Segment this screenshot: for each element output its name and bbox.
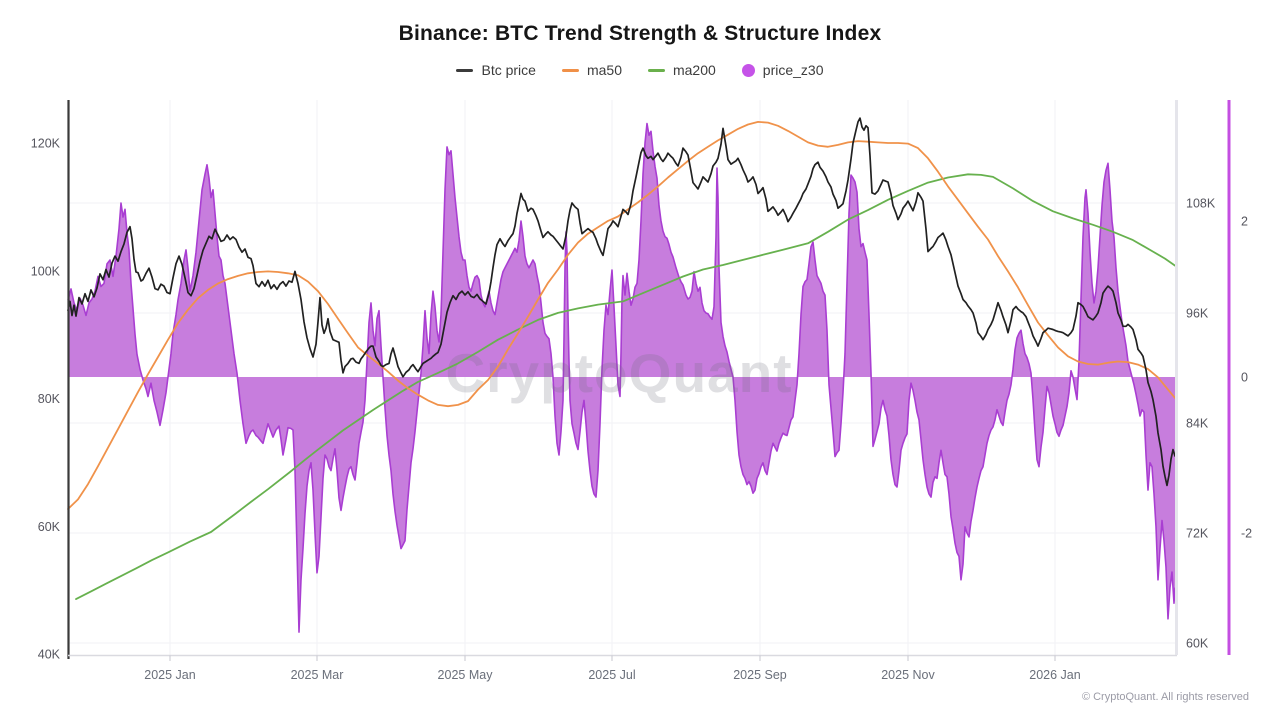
btc-price-line xyxy=(67,117,1176,487)
ma50-line xyxy=(67,121,1176,510)
btc-price-dash-icon xyxy=(456,68,474,72)
chart-title: Binance: BTC Trend Strength & Structure … xyxy=(398,22,882,45)
legend-label: price_z30 xyxy=(762,62,824,78)
right-price-axis-tick-label: 72K xyxy=(1186,527,1209,541)
ma50-dash-icon xyxy=(561,68,579,72)
left-axis-tick-label: 60K xyxy=(38,520,61,534)
legend-item-ma50[interactable]: ma50 xyxy=(561,62,622,78)
ma200-line xyxy=(75,173,1176,600)
left-axis-tick-label: 80K xyxy=(38,392,61,406)
right-z-axis-tick-label: 2 xyxy=(1241,215,1248,229)
x-axis-tick-label: 2025 Nov xyxy=(881,668,935,682)
right-price-axis-tick-label: 84K xyxy=(1186,417,1209,431)
x-axis-tick-label: 2025 Mar xyxy=(291,668,344,682)
right-price-axis-tick-label: 108K xyxy=(1186,197,1216,211)
right-price-axis-tick-label: 96K xyxy=(1186,307,1209,321)
price-z30-envelope xyxy=(67,122,1176,633)
x-axis-tick-label: 2025 Sep xyxy=(733,668,787,682)
axis-labels: 120K 100K 80K 60K 40K 108K 96K 84K 72K 60K 2 0 -2 xyxy=(31,137,1252,662)
left-axis-tick-label: 120K xyxy=(31,137,61,151)
legend-item-btc-price[interactable]: Btc price xyxy=(456,62,536,78)
right-z-axis-tick-label: 0 xyxy=(1241,371,1248,385)
legend-label: ma200 xyxy=(672,62,716,78)
right-z-axis-tick-label: -2 xyxy=(1241,527,1252,541)
copyright-text: © CryptoQuant. All rights reserved xyxy=(1081,691,1249,703)
x-axis-tick-label: 2025 May xyxy=(438,668,494,682)
legend-item-price-z30[interactable]: price_z30 xyxy=(741,62,824,78)
price-z30-area xyxy=(68,123,1175,633)
x-axis-tick-label: 2025 Jan xyxy=(144,668,195,682)
legend-item-ma200[interactable]: ma200 xyxy=(647,62,716,78)
legend: Btc price ma50 ma200 price_z30 xyxy=(0,62,1280,78)
ma200-dash-icon xyxy=(647,68,665,72)
cryptoquant-watermark: CryptoQuant xyxy=(445,342,792,404)
legend-label: Btc price xyxy=(481,62,536,78)
right-price-axis-tick-label: 60K xyxy=(1186,637,1209,651)
legend-label: ma50 xyxy=(586,62,622,78)
left-axis-tick-label: 100K xyxy=(31,264,61,278)
x-axis-tick-label: 2026 Jan xyxy=(1029,668,1080,682)
price-z30-dot-icon xyxy=(741,63,755,77)
left-axis-tick-label: 40K xyxy=(38,648,61,662)
x-axis-tick-label: 2025 Jul xyxy=(588,668,635,682)
x-axis-labels: 2025 Jan 2025 Mar 2025 May 2025 Jul 2025 Sep… xyxy=(144,655,1081,682)
